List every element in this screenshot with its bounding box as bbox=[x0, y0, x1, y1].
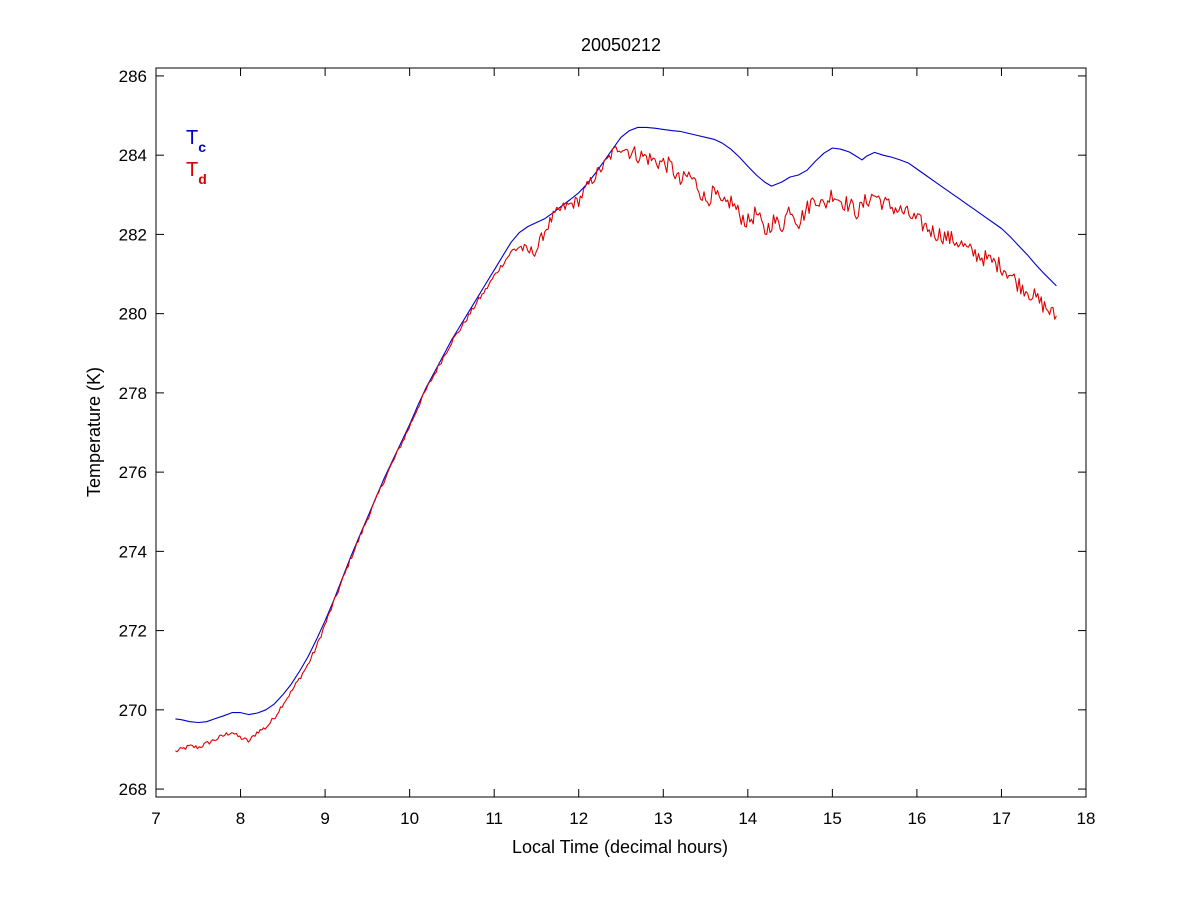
legend-symbol: T bbox=[186, 159, 198, 181]
series-line-d bbox=[175, 146, 1057, 753]
y-axis-label: Temperature (K) bbox=[84, 367, 104, 497]
y-tick-label: 272 bbox=[119, 622, 147, 641]
y-tick-label: 274 bbox=[119, 542, 147, 561]
y-tick-label: 278 bbox=[119, 384, 147, 403]
legend-entry-d: Td bbox=[186, 159, 207, 187]
x-tick-label: 10 bbox=[400, 809, 419, 828]
series-line-c bbox=[175, 126, 1057, 724]
legend-symbol: T bbox=[186, 127, 198, 149]
legend-subscript: d bbox=[198, 171, 207, 187]
y-tick-label: 280 bbox=[119, 305, 147, 324]
x-tick-label: 7 bbox=[151, 809, 160, 828]
x-tick-label: 9 bbox=[320, 809, 329, 828]
y-tick-label: 276 bbox=[119, 463, 147, 482]
x-tick-label: 14 bbox=[738, 809, 757, 828]
legend-entry-c: Tc bbox=[186, 127, 206, 155]
x-tick-label: 8 bbox=[236, 809, 245, 828]
x-tick-label: 16 bbox=[907, 809, 926, 828]
plot-frame bbox=[155, 67, 1087, 798]
y-tick-label: 268 bbox=[119, 780, 147, 799]
axis-ticks: 7 8 9 10 11 12 13 14 15 16 17 18 268 270 272 274 276 278 2… bbox=[119, 67, 1096, 828]
x-tick-label: 11 bbox=[485, 809, 503, 828]
chart-title: 20050212 bbox=[581, 35, 661, 55]
legend-subscript: c bbox=[198, 139, 206, 155]
x-axis-label: Local Time (decimal hours) bbox=[512, 837, 728, 857]
y-tick-label: 282 bbox=[119, 225, 147, 244]
x-tick-label: 17 bbox=[992, 809, 1011, 828]
x-tick-label: 18 bbox=[1077, 809, 1096, 828]
x-tick-label: 12 bbox=[569, 809, 588, 828]
y-tick-label: 284 bbox=[119, 146, 147, 165]
y-tick-label: 286 bbox=[119, 67, 147, 86]
x-tick-label: 13 bbox=[654, 809, 673, 828]
x-tick-label: 15 bbox=[823, 809, 842, 828]
plot-area bbox=[175, 126, 1057, 753]
y-tick-label: 270 bbox=[119, 701, 147, 720]
